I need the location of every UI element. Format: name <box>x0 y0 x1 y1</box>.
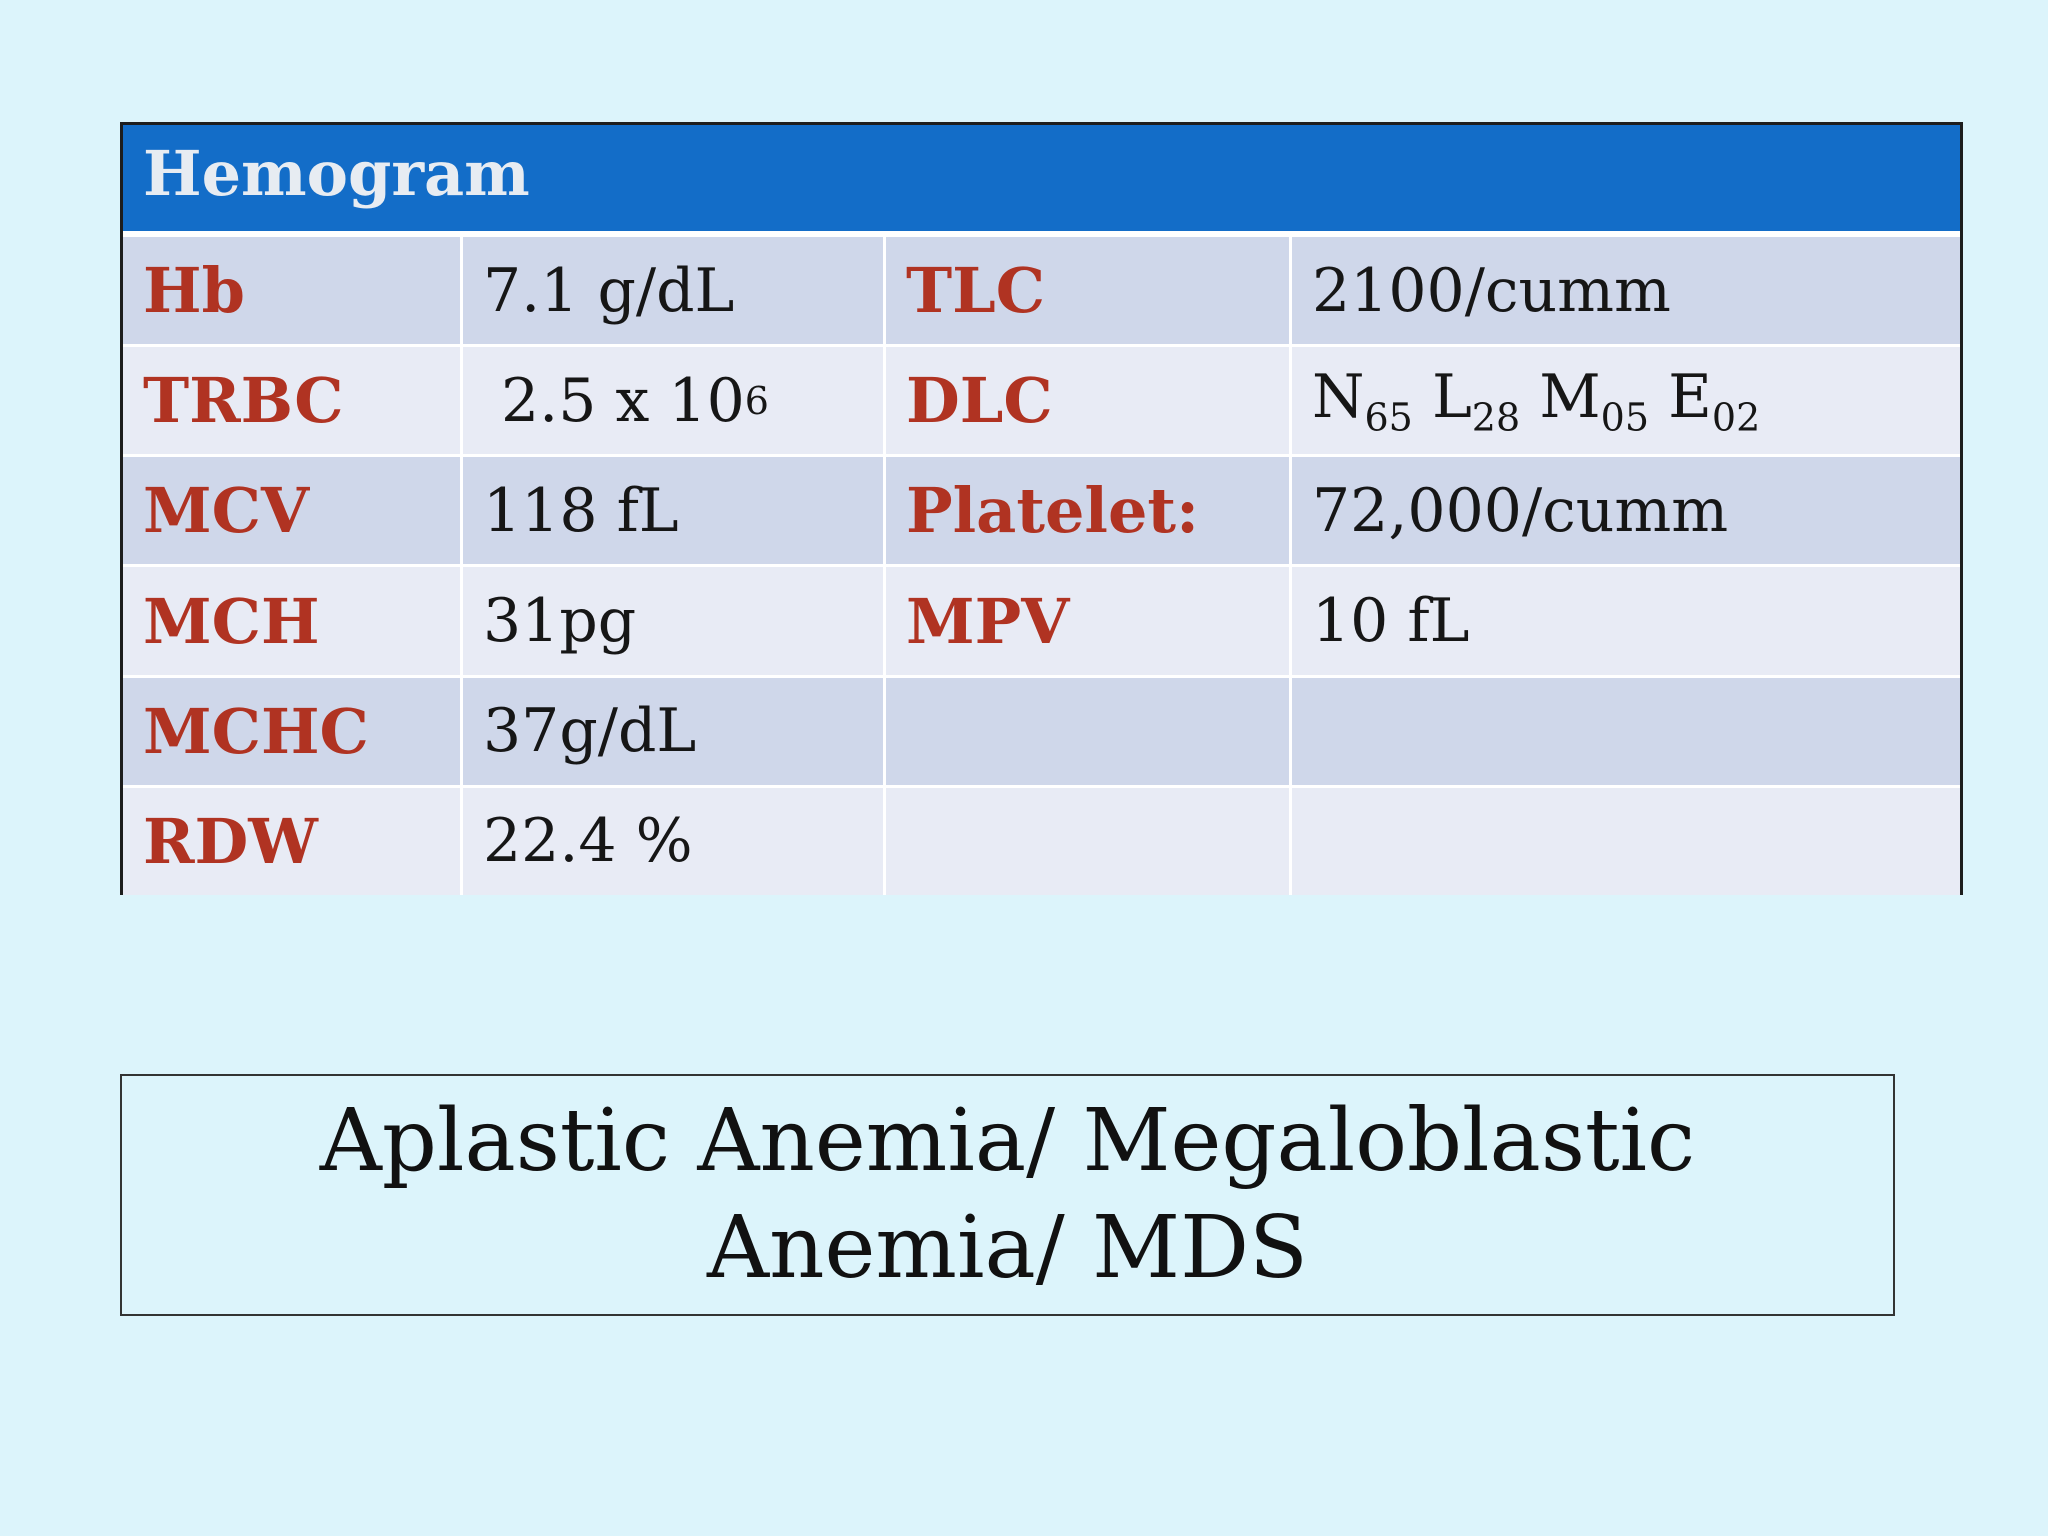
value-trbc: 2.5 x 10 6 <box>463 347 883 455</box>
empty-cell <box>886 677 1289 785</box>
empty-cell <box>1292 677 1960 785</box>
dlc-lymphocyte: L28 <box>1431 362 1521 440</box>
label-mcv: MCV <box>123 457 460 565</box>
label-tlc: TLC <box>886 237 1289 345</box>
value-dlc: N65 L28 M05 E02 <box>1292 347 1960 455</box>
table-title: Hemogram <box>143 137 530 210</box>
label-platelet: Platelet: <box>886 457 1289 565</box>
label-hb: Hb <box>123 237 460 345</box>
label-mchc: MCHC <box>123 677 460 785</box>
label-rdw: RDW <box>123 787 460 895</box>
value-platelet: 72,000/cumm <box>1292 457 1960 565</box>
diagnosis-box: Aplastic Anemia/ Megaloblastic Anemia/ M… <box>120 1074 1895 1316</box>
value-mch: 31pg <box>463 567 883 675</box>
dlc-monocyte: M05 <box>1539 362 1650 440</box>
hemogram-table: Hemogram Hb 7.1 g/dL TLC 2100/cumm TRBC … <box>120 122 1963 895</box>
dlc-eosinophil: E02 <box>1668 362 1761 440</box>
empty-cell <box>1292 787 1960 895</box>
dlc-neutrophil: N65 <box>1312 362 1413 440</box>
trbc-exponent: 6 <box>744 378 769 423</box>
diagnosis-text: Aplastic Anemia/ Megaloblastic Anemia/ M… <box>319 1090 1696 1299</box>
value-mcv: 118 fL <box>463 457 883 565</box>
empty-cell <box>886 787 1289 895</box>
value-hb: 7.1 g/dL <box>463 237 883 345</box>
label-dlc: DLC <box>886 347 1289 455</box>
table-body: Hb 7.1 g/dL TLC 2100/cumm TRBC 2.5 x 10 6… <box>123 237 1960 895</box>
trbc-base: 2.5 x 10 <box>501 365 745 436</box>
value-mchc: 37g/dL <box>463 677 883 785</box>
value-tlc: 2100/cumm <box>1292 237 1960 345</box>
label-trbc: TRBC <box>123 347 460 455</box>
label-mpv: MPV <box>886 567 1289 675</box>
value-mpv: 10 fL <box>1292 567 1960 675</box>
table-header: Hemogram <box>123 125 1960 237</box>
value-rdw: 22.4 % <box>463 787 883 895</box>
label-mch: MCH <box>123 567 460 675</box>
